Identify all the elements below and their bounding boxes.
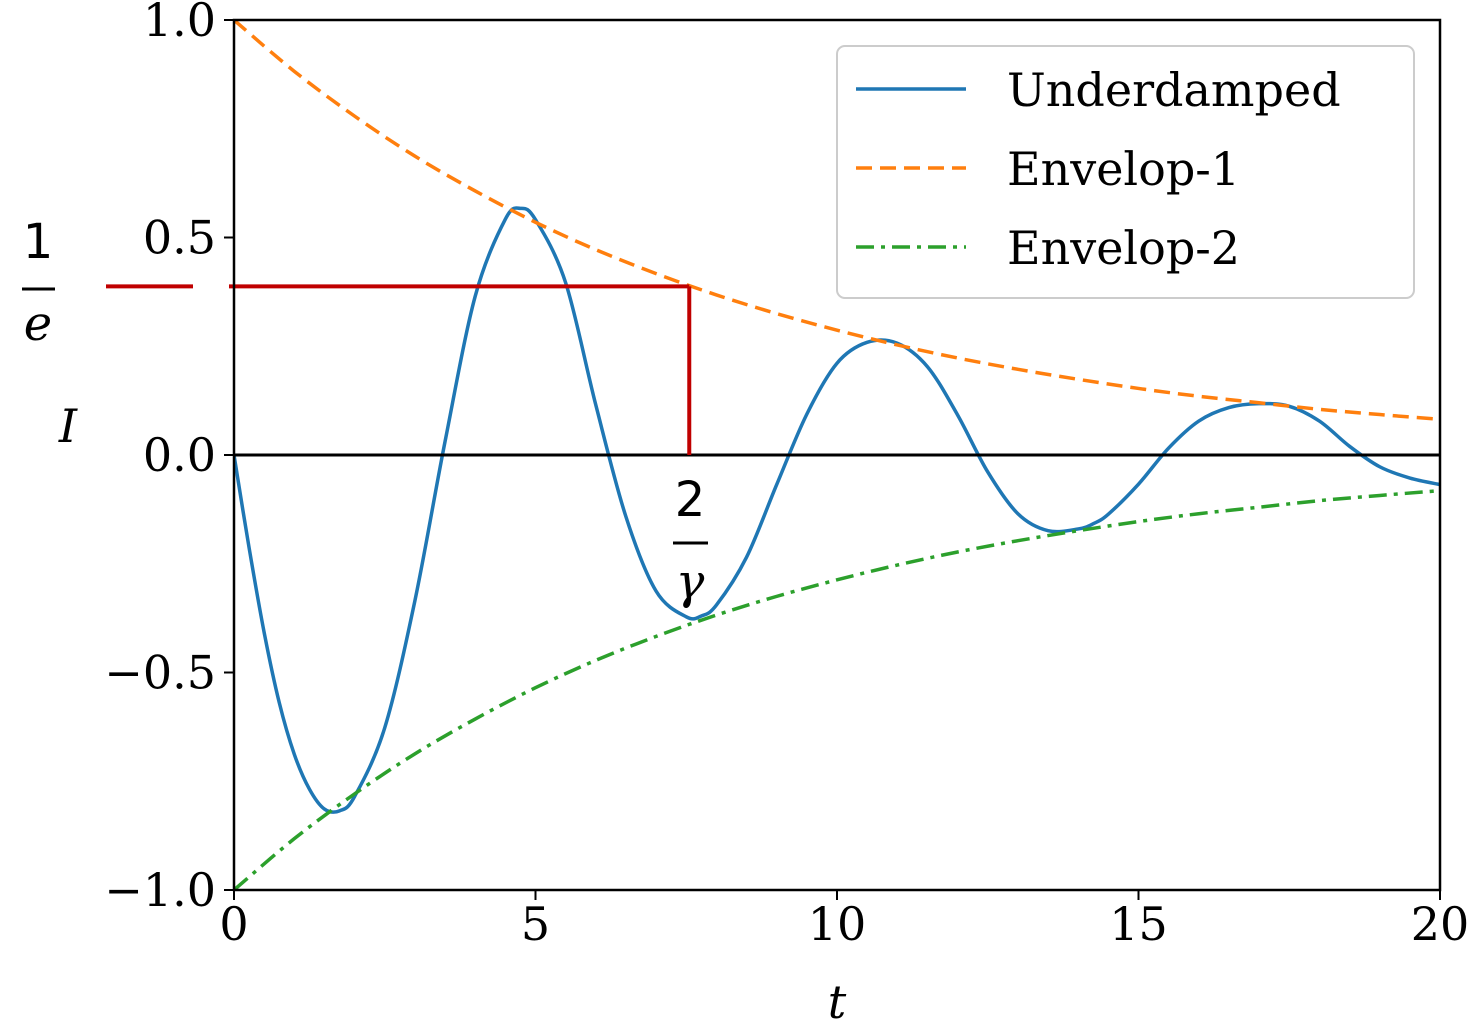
y-annotation-numerator: 1 <box>23 214 54 270</box>
y-tick-label: 0.5 <box>143 211 216 265</box>
legend-label-envelop-2: Envelop-2 <box>1007 221 1240 275</box>
y-tick-label: −0.5 <box>104 646 216 700</box>
ticks-layer: 0 5 10 15 20 −1.0 −0.5 0.0 0.5 1.0 <box>104 0 1469 951</box>
y-tick-label: 1.0 <box>143 0 216 47</box>
series-line-underdamped <box>234 206 1440 814</box>
series-layer <box>234 20 1440 890</box>
y-annotation-denominator: e <box>24 296 52 352</box>
x-annotation-numerator: 2 <box>675 472 706 528</box>
y-tick-label: 0.0 <box>143 428 216 482</box>
legend-label-underdamped: Underdamped <box>1007 63 1341 117</box>
x-annotation-denominator: γ <box>676 554 705 610</box>
annotation-layer <box>106 284 692 455</box>
legend-box <box>836 45 1415 299</box>
x-annotation-label: 2 γ <box>673 472 708 610</box>
legend: Underdamped Envelop-1 Envelop-2 <box>836 45 1415 299</box>
series-line-envelop-1 <box>234 20 1440 422</box>
y-annotation-label: 1 e <box>22 214 55 352</box>
y-axis-label: I <box>58 399 78 453</box>
series-line-envelop-2 <box>234 488 1440 890</box>
x-tick-label: 5 <box>521 897 550 951</box>
x-tick-label: 20 <box>1411 897 1470 951</box>
x-tick-label: 15 <box>1109 897 1168 951</box>
x-axis-label: t <box>828 975 847 1029</box>
x-tick-label: 10 <box>808 897 867 951</box>
x-tick-label: 0 <box>219 897 248 951</box>
legend-label-envelop-1: Envelop-1 <box>1007 142 1240 196</box>
y-tick-label: −1.0 <box>104 863 216 917</box>
